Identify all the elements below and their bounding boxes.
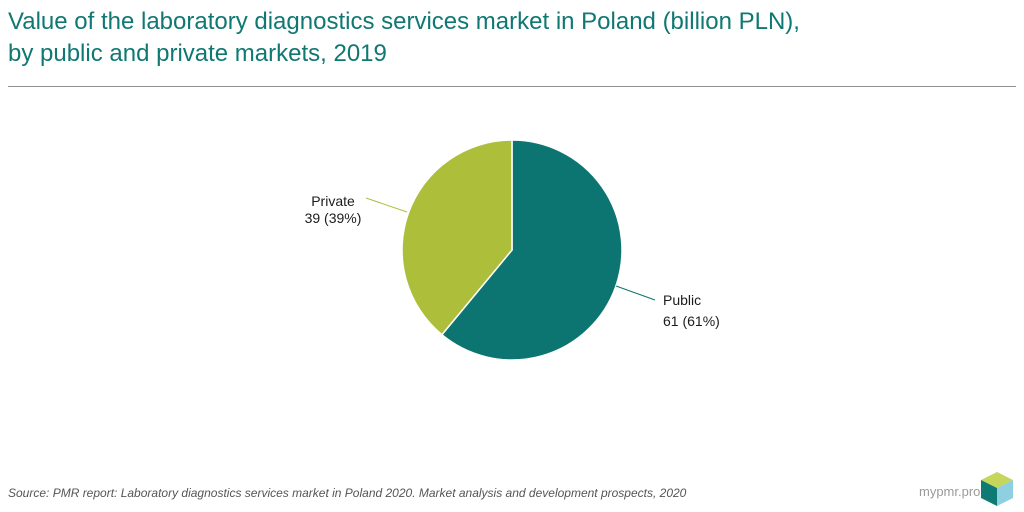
pie-slice-public bbox=[440, 139, 623, 361]
chart-title: Value of the laboratory diagnostics serv… bbox=[8, 6, 968, 70]
brand-text[interactable]: mypmr.pro bbox=[919, 484, 981, 499]
leader-line-public bbox=[615, 285, 656, 301]
brand-cube-icon[interactable] bbox=[978, 470, 1016, 508]
logo-cube-right bbox=[997, 480, 1013, 506]
leader-line-private bbox=[365, 197, 408, 213]
slice-label-private: Private bbox=[311, 193, 355, 209]
chart-title-line-1: Value of the laboratory diagnostics serv… bbox=[8, 8, 800, 35]
chart-title-line-2: by public and private markets, 2019 bbox=[8, 40, 387, 67]
source-note: Source: PMR report: Laboratory diagnosti… bbox=[8, 486, 687, 500]
title-divider bbox=[8, 86, 1016, 87]
pie-slice-private bbox=[401, 139, 513, 336]
slice-value-public: 61 (61%) bbox=[663, 313, 720, 329]
slice-value-private: 39 (39%) bbox=[305, 210, 362, 226]
slice-label-public: Public bbox=[663, 292, 701, 308]
pie-chart: Private 39 (39%) Public 61 (61%) bbox=[305, 139, 720, 361]
logo-cube-left bbox=[981, 480, 997, 506]
